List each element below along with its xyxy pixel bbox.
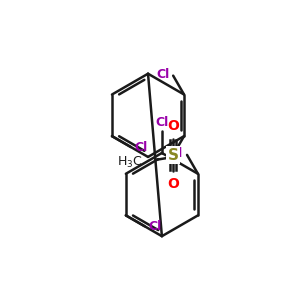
Text: S: S	[168, 148, 179, 163]
Text: Cl: Cl	[155, 116, 169, 129]
Text: H$_3$C: H$_3$C	[117, 155, 142, 170]
Text: Cl: Cl	[156, 68, 169, 81]
Text: Cl: Cl	[170, 147, 183, 161]
Text: O: O	[167, 177, 179, 191]
Text: Cl: Cl	[149, 220, 162, 233]
Text: O: O	[167, 119, 179, 133]
Text: Cl: Cl	[135, 140, 148, 154]
